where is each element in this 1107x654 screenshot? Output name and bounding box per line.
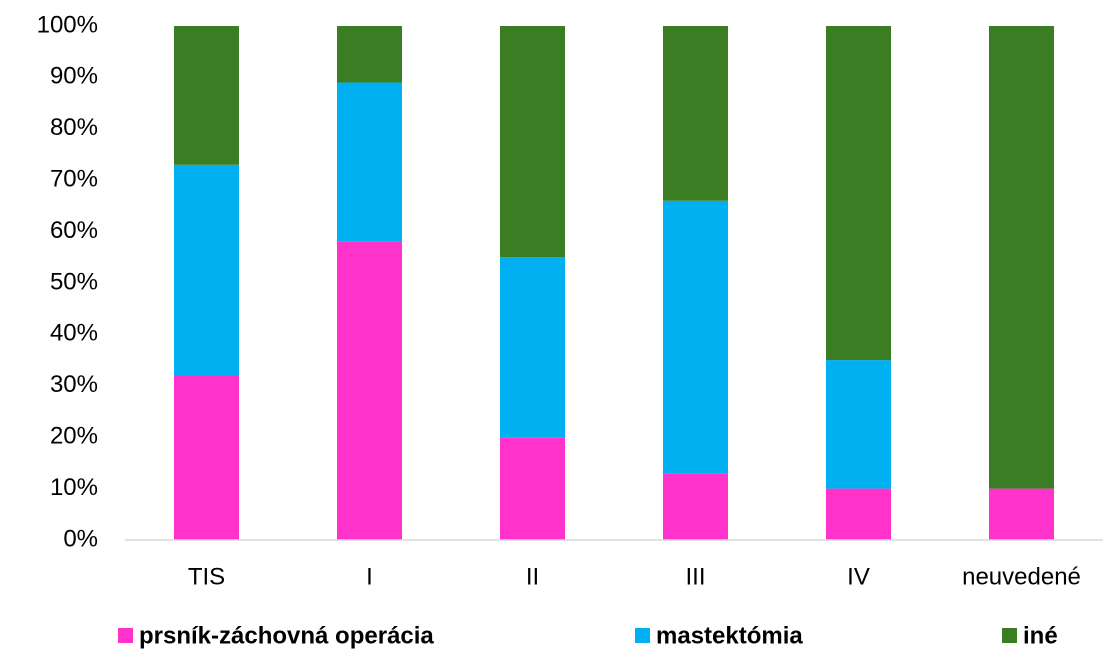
legend-label: prsník-záchovná operácia [139,622,434,649]
bar-segment [337,241,402,540]
bar-segment [826,26,891,361]
bar-segment [174,375,239,540]
bar-segment [663,473,728,540]
y-tick-label: 70% [50,166,98,193]
bar-segment [663,26,728,201]
legend-swatch [635,628,650,643]
bar-segment [174,26,239,165]
bar-segment [337,26,402,83]
bar-segment [989,26,1054,489]
y-tick-label: 30% [50,371,98,398]
bar-segment [989,488,1054,540]
y-tick-label: 60% [50,217,98,244]
bar-segment [337,82,402,242]
legend-label: mastektómia [656,622,803,649]
y-tick-label: 100% [37,11,98,38]
legend-swatch [1002,628,1017,643]
bar-segment [500,26,565,258]
legend-swatch [118,628,133,643]
x-tick-label: III [685,563,705,590]
x-tick-label: I [366,563,373,590]
bar-segment [500,437,565,540]
x-tick-label: neuvedené [962,563,1081,590]
x-tick-label: TIS [188,563,225,590]
y-tick-label: 50% [50,268,98,295]
y-tick-label: 40% [50,320,98,347]
bar-segment [174,164,239,376]
y-tick-label: 20% [50,423,98,450]
x-tick-label: IV [847,563,870,590]
bar-segment [663,200,728,474]
y-tick-label: 90% [50,63,98,90]
bar-segment [500,257,565,438]
y-tick-label: 10% [50,474,98,501]
x-tick-label: II [526,563,539,590]
y-tick-label: 80% [50,114,98,141]
y-tick-label: 0% [63,525,98,552]
bar-segment [826,488,891,540]
legend-label: iné [1023,622,1058,649]
bar-segment [826,360,891,489]
